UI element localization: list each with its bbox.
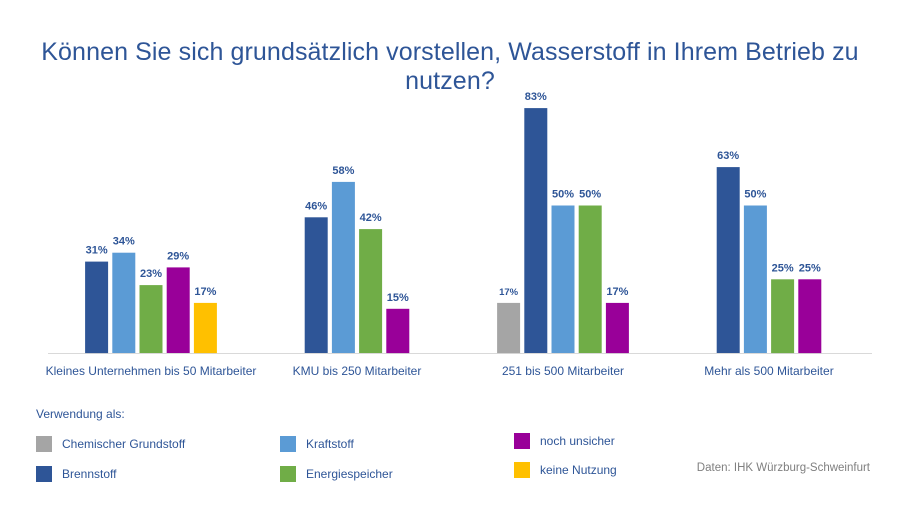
data-label: 23% [140,268,162,280]
category-label: Mehr als 500 Mitarbeiter [704,364,833,378]
data-label: 83% [525,91,547,103]
category-label: Kleines Unternehmen bis 50 Mitarbeiter [46,364,257,378]
data-label: 50% [744,189,766,201]
legend-swatch [36,466,52,482]
bar-energiespeicher [359,229,383,353]
legend-swatch [514,462,530,478]
bar-noch-unsicher [798,279,822,354]
data-source: Daten: IHK Würzburg-Schweinfurt [696,462,870,474]
legend-title: Verwendung als: [36,407,125,421]
data-label: 31% [86,245,108,257]
bar-noch-unsicher [386,308,410,354]
legend-label: Kraftstoff [306,437,354,451]
data-label: 46% [305,200,327,212]
legend-item-energiespeicher: Energiespeicher [280,466,393,482]
legend-label: Energiespeicher [306,467,393,481]
data-label: 25% [799,262,821,274]
data-label: 42% [360,212,382,224]
bar-kraftstoff [551,205,575,353]
legend-swatch [280,436,296,452]
bar-noch-unsicher [166,267,190,353]
legend-label: keine Nutzung [540,463,617,477]
bar-brennstoff [304,217,328,353]
bar-energiespeicher [578,205,602,353]
legend-item-kraftstoff: Kraftstoff [280,436,354,452]
bar-kraftstoff [743,205,767,353]
legend-swatch [280,466,296,482]
category-label: 251 bis 500 Mitarbeiter [502,364,624,378]
bar-chemischer-grundstoff [497,302,521,354]
category-label: KMU bis 250 Mitarbeiter [293,364,422,378]
data-label: 17% [499,287,519,298]
bar-brennstoff [85,261,109,354]
legend-label: Chemischer Grundstoff [62,437,186,451]
data-label: 34% [113,236,135,248]
legend-item-noch-unsicher: noch unsicher [514,433,615,449]
legend-swatch [514,433,530,449]
bar-energiespeicher [771,279,795,354]
bar-kraftstoff [331,181,355,353]
bar-chart: 31% 34% 23% 29% 17% Kleines Unternehmen bis 5… [46,91,872,378]
data-label: 50% [552,189,574,201]
bar-brennstoff [524,108,548,353]
data-label: 63% [717,150,739,162]
data-label: 17% [194,286,216,298]
data-label: 50% [579,189,601,201]
bar-brennstoff [716,167,740,353]
legend-item-brennstoff: Brennstoff [36,466,116,482]
data-label: 25% [772,262,794,274]
legend-label: Brennstoff [62,467,117,481]
bar-energiespeicher [139,285,163,353]
legend-label: noch unsicher [540,434,615,448]
legend-item-keine-nutzung: keine Nutzung [514,462,617,478]
legend-item-chemischer-grundstoff: Chemischer Grundstoff [36,436,185,452]
data-label: 29% [167,250,189,262]
data-label: 17% [606,286,628,298]
bar-keine-nutzung [193,302,217,354]
data-label: 15% [387,292,409,304]
legend-swatch [36,436,52,452]
bar-kraftstoff [112,252,136,353]
bar-noch-unsicher [605,302,629,354]
chart-title: Können Sie sich grundsätzlich vorstellen… [41,38,859,95]
data-label: 58% [332,165,354,177]
